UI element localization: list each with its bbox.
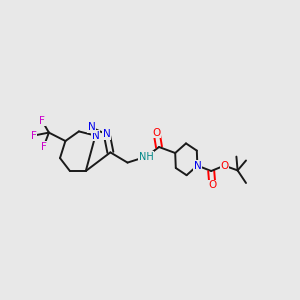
Text: O: O [220, 160, 229, 171]
Text: NH: NH [139, 152, 154, 162]
Text: F: F [31, 130, 37, 141]
Text: N: N [88, 122, 95, 133]
Text: N: N [194, 160, 201, 171]
Text: F: F [39, 116, 45, 126]
Text: F: F [40, 142, 46, 152]
Text: O: O [152, 128, 161, 138]
Text: N: N [103, 129, 111, 140]
Text: O: O [208, 180, 217, 190]
Text: N: N [92, 130, 99, 141]
